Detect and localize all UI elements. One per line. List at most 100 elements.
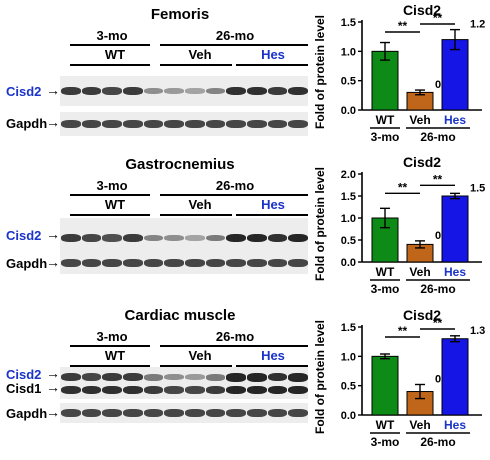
protein-label-cisd2: Cisd2 xyxy=(6,228,42,243)
blot-band xyxy=(205,87,226,95)
group-label: 26-mo xyxy=(420,282,455,296)
blot-band xyxy=(164,386,184,395)
blot-band xyxy=(143,120,164,128)
blot-band xyxy=(102,259,122,267)
y-tick-label: 0.5 xyxy=(341,76,356,88)
blot-gapdh xyxy=(60,403,308,423)
age-label-young: 3-mo xyxy=(96,178,128,193)
blot-band xyxy=(247,233,267,243)
arrow-icon: → xyxy=(46,379,60,395)
significance-marker: ** xyxy=(433,11,443,25)
blot-title: Cardiac muscle xyxy=(124,307,236,324)
y-tick-label: 1.0 xyxy=(341,213,356,225)
arrow-icon: → xyxy=(46,114,60,130)
blot-band xyxy=(288,120,308,128)
protein-label-cisd2: Cisd2 xyxy=(6,367,42,382)
blot-gapdh xyxy=(60,112,308,136)
group-label-hes: Hes xyxy=(261,197,285,212)
x-tick-label: Hes xyxy=(444,113,466,127)
blot-band xyxy=(205,234,226,242)
blot-band xyxy=(143,234,164,242)
blot-band xyxy=(164,234,184,242)
arrow-icon: → xyxy=(46,254,60,270)
age-label-young: 3-mo xyxy=(96,28,128,43)
arrow-icon: → xyxy=(46,226,60,242)
group-label-veh: Veh xyxy=(188,47,212,62)
blot-band xyxy=(185,259,205,267)
blot-band xyxy=(81,373,102,382)
x-tick-label: WT xyxy=(376,265,395,279)
blot-band xyxy=(143,259,164,267)
bar-hes xyxy=(441,195,469,263)
blot-band xyxy=(81,86,102,96)
blot-band xyxy=(102,409,122,417)
blot-band xyxy=(288,233,308,243)
group-underline xyxy=(160,214,232,216)
blot-band xyxy=(123,120,143,128)
blot-band xyxy=(226,259,246,267)
blot-band xyxy=(247,86,267,96)
blot-band xyxy=(143,373,164,381)
blot-band xyxy=(288,385,308,395)
gastrocnemius-panel: Gastrocnemius 3-mo 26-mo WT Veh Hes Cisd… xyxy=(0,152,490,302)
blot-band xyxy=(205,385,226,395)
blot-band xyxy=(81,385,102,395)
blot-band xyxy=(267,120,288,128)
blot-band xyxy=(205,373,226,381)
y-tick-label: 1.0 xyxy=(341,46,356,58)
y-axis-label: Fold of protein level xyxy=(313,167,327,281)
cisd2-bar-chart-gastrocnemius: Cisd2 Fold of protein level 0.0 0.5 1.0 1.5 2.… xyxy=(313,154,485,296)
blot-band xyxy=(205,259,226,267)
group-label-veh: Veh xyxy=(188,348,212,363)
chart-title: Cisd2 xyxy=(403,154,441,170)
blot-band xyxy=(185,235,205,241)
group-label-wt: WT xyxy=(104,348,126,363)
y-tick-label: 0.0 xyxy=(341,257,356,269)
x-tick-label: WT xyxy=(376,418,395,432)
blot-band xyxy=(143,385,164,395)
blot-band xyxy=(247,409,267,417)
blot-band xyxy=(123,385,143,395)
blot-band xyxy=(61,86,81,96)
group-underline xyxy=(236,214,308,216)
y-tick-label: 0.5 xyxy=(341,381,356,393)
chart-title: Cisd2 xyxy=(403,307,441,323)
y-tick-label: 0.5 xyxy=(341,235,356,247)
group-label-wt: WT xyxy=(104,197,126,212)
group-underline xyxy=(70,214,150,216)
protein-label-cisd2: Cisd2 xyxy=(6,84,42,99)
group-label: 26-mo xyxy=(420,130,455,144)
blot-band xyxy=(267,233,288,243)
group-underline xyxy=(236,365,308,367)
y-axis-label: Fold of protein level xyxy=(313,320,327,434)
group-underline xyxy=(160,64,232,66)
group-underline xyxy=(236,64,308,66)
blot-band xyxy=(226,120,246,128)
protein-label-gapdh: Gapdh xyxy=(6,256,48,271)
blot-band xyxy=(61,385,81,395)
group-label-hes: Hes xyxy=(261,348,285,363)
blot-band xyxy=(185,374,205,381)
y-axis-label: Fold of protein level xyxy=(313,15,327,129)
blot-band xyxy=(226,86,246,96)
data-label: 1.3 xyxy=(470,325,485,337)
protein-label-gapdh: Gapdh xyxy=(6,116,48,131)
data-label: 1.2 xyxy=(470,19,485,31)
blot-band xyxy=(247,385,267,395)
y-tick-label: 1.5 xyxy=(341,322,356,334)
blot-band xyxy=(123,86,143,96)
group-label-wt: WT xyxy=(104,47,126,62)
blot-band xyxy=(288,372,308,382)
blot-band xyxy=(164,259,184,267)
x-tick-label: WT xyxy=(376,113,395,127)
blot-band xyxy=(81,409,102,417)
blot-band xyxy=(102,87,122,95)
blot-band xyxy=(123,373,143,382)
y-tick-label: 1.5 xyxy=(341,17,356,29)
blot-cisd2 xyxy=(60,218,308,258)
blot-band xyxy=(205,409,226,417)
blot-band xyxy=(164,409,184,417)
blot-band xyxy=(267,372,288,382)
blot-band xyxy=(226,233,246,243)
blot-band xyxy=(288,259,308,267)
